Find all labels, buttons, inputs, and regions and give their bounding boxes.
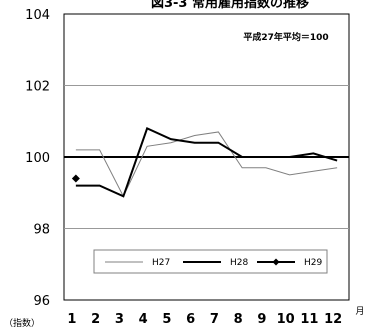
y-axis-label: （指数） <box>4 317 40 329</box>
x-tick-label-10: 10 <box>277 312 295 327</box>
legend-label-h29: H29 <box>304 258 322 268</box>
y-tick-label-98: 98 <box>33 223 50 238</box>
legend-marker-h29 <box>272 258 280 266</box>
x-tick-label-4: 4 <box>139 312 148 327</box>
chart-note: 平成27年平均＝100 <box>243 31 328 43</box>
chart-title: 図3-3 常用雇用指数の推移 <box>151 0 309 11</box>
x-tick-label-7: 7 <box>210 312 219 327</box>
y-tick-label-100: 100 <box>25 151 50 166</box>
legend-label-h27: H27 <box>152 258 170 268</box>
x-tick-label-5: 5 <box>162 312 171 327</box>
legend: H27 H28 H29 <box>93 249 328 274</box>
series-line-h27 <box>75 131 338 198</box>
x-tick-label-3: 3 <box>115 312 124 327</box>
x-tick-label-2: 2 <box>91 312 100 327</box>
x-tick-label-8: 8 <box>234 312 243 327</box>
legend-items: H27 H28 H29 <box>105 258 322 268</box>
x-tick-label-1: 1 <box>67 312 76 327</box>
legend-label-h28: H28 <box>230 258 248 268</box>
x-tick-label-12: 12 <box>324 312 342 327</box>
series-line-h28 <box>75 127 338 198</box>
y-tick-label-104: 104 <box>25 8 50 23</box>
y-axis-ticks: 96 98 100 102 104 <box>25 8 50 309</box>
x-tick-label-9: 9 <box>257 312 266 327</box>
x-tick-label-11: 11 <box>300 312 318 327</box>
y-tick-label-102: 102 <box>25 80 50 95</box>
x-axis-label: 月 <box>355 306 364 317</box>
series-lines <box>71 127 338 198</box>
y-tick-label-96: 96 <box>33 294 50 309</box>
series-point-h29-1 <box>71 174 80 183</box>
x-tick-label-6: 6 <box>186 312 195 327</box>
x-axis-ticks: 1 2 3 4 5 6 7 8 9 10 11 12 <box>67 312 342 327</box>
